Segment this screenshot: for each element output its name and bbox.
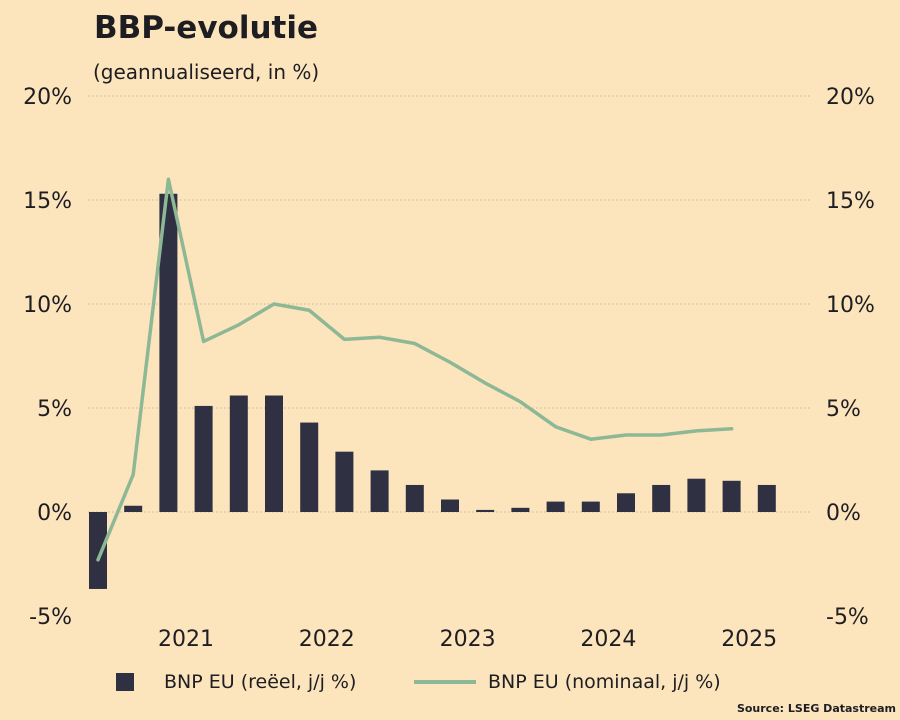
y-tick-label-left: 20% [23,85,72,110]
legend-label-nominal: BNP EU (nominaal, j/j %) [488,671,721,693]
y-tick-label-left: 15% [23,189,72,214]
legend-item-real: BNP EU (reëel, j/j %) [116,671,356,693]
x-tick-label: 2021 [158,627,214,652]
x-tick-label: 2022 [299,627,355,652]
bar [441,499,459,512]
y-tick-label-right: 10% [826,293,875,318]
y-tick-label-right: 15% [826,189,875,214]
nominal-gdp-line [96,177,734,562]
bar [722,480,741,512]
x-tick-label: 2025 [721,627,777,652]
bar [300,422,319,512]
chart-subtitle: (geannualiseerd, in %) [93,60,320,84]
y-tick-label-right: 20% [826,85,875,110]
bar [124,505,143,512]
bar [194,405,213,512]
bar [265,395,283,512]
y-tick-label-left: 10% [23,293,72,318]
bar [335,451,354,512]
bar [546,501,565,512]
x-tick-label: 2023 [440,627,496,652]
y-tick-label-left: 5% [37,397,72,422]
chart-title: BBP-evolutie [94,10,318,46]
bar [617,493,635,512]
legend-label-real: BNP EU (reëel, j/j %) [164,671,357,693]
bar [687,478,706,512]
legend-swatch-nominal [414,680,476,684]
legend: BNP EU (reëel, j/j %) BNP EU (nominaal, … [0,671,900,697]
y-tick-label-right: 0% [826,501,861,526]
bar [757,484,776,512]
bar [370,470,389,512]
x-tick-label: 2024 [580,627,636,652]
source-note: Source: LSEG Datastream [736,702,896,715]
bar [89,512,107,589]
y-tick-label-right: -5% [826,605,869,630]
bar [405,484,424,512]
bar [511,507,530,512]
bar [229,395,248,512]
bar [581,501,600,512]
legend-item-nominal: BNP EU (nominaal, j/j %) [414,671,721,693]
legend-swatch-real [116,673,134,691]
y-tick-label-left: 0% [37,501,72,526]
bar [159,193,178,512]
y-tick-label-left: -5% [29,605,72,630]
bar [476,509,495,512]
y-tick-label-right: 5% [826,397,861,422]
bar [652,484,671,512]
